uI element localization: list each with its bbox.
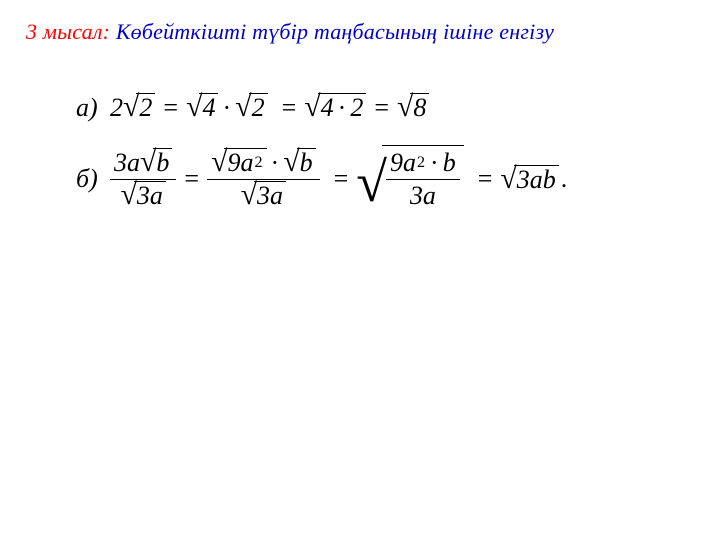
heading-label: 3 мысал: <box>26 19 110 44</box>
equation-label: а) <box>76 93 110 123</box>
multiply-dot: · <box>267 149 284 178</box>
denominator: 3a <box>406 180 440 212</box>
term: 3ab . <box>500 164 567 194</box>
radicand: 9a2 <box>224 148 266 178</box>
equals-sign: = <box>155 93 186 123</box>
sqrt: 3ab <box>500 165 558 195</box>
radicand: 4 <box>199 93 218 123</box>
equations-block: а) 2 2 = 4 · 2 = <box>76 93 694 215</box>
fraction: 3a b 3a <box>110 147 176 212</box>
radicand: 8 <box>410 93 429 123</box>
radicand: b <box>153 148 172 178</box>
multiply-dot: · <box>426 149 443 178</box>
equation-row-b: б) 3a b 3a = <box>76 145 694 215</box>
sqrt: 9a2 <box>211 148 266 178</box>
numerator: 3a b <box>110 147 176 179</box>
heading-text: Көбейткішті түбір таңбасының ішіне енгіз… <box>116 19 554 44</box>
denominator: 3a <box>237 180 290 212</box>
multiply-dot: · <box>218 93 235 123</box>
sqrt: 3a <box>121 181 166 211</box>
equals-sign: = <box>176 164 207 194</box>
sqrt: 2 <box>235 93 267 123</box>
numerator: 9a2 · b <box>207 147 320 179</box>
slide: 3 мысал: Көбейткішті түбір таңбасының іш… <box>0 0 720 540</box>
term: 8 <box>397 93 429 123</box>
sqrt: b <box>283 148 315 178</box>
radicand: b <box>297 148 316 178</box>
term: 4 · 2 <box>186 93 267 123</box>
full-stop: . <box>561 164 568 194</box>
equals-sign: = <box>268 93 305 123</box>
equation-row-a: а) 2 2 = 4 · 2 = <box>76 93 694 123</box>
equation-math: 3a b 3a = 9a2 · <box>110 145 567 215</box>
radicand: 4·2 <box>318 93 367 123</box>
sqrt: 3a <box>241 181 286 211</box>
radicand: 2 <box>249 93 268 123</box>
radicand: 9a2·b 3a <box>382 145 464 215</box>
denominator: 3a <box>117 180 170 212</box>
term: 4·2 <box>304 93 366 123</box>
radicand: 3a <box>134 181 166 211</box>
term: 9a2·b 3a <box>356 145 463 215</box>
sqrt: 4 <box>186 93 218 123</box>
term: 3a b 3a <box>110 147 176 212</box>
equals-sign: = <box>366 93 397 123</box>
slide-heading: 3 мысал: Көбейткішті түбір таңбасының іш… <box>26 18 694 47</box>
coefficient: 2 <box>110 93 123 123</box>
equals-sign: = <box>464 164 501 194</box>
radicand: 3ab <box>514 165 559 195</box>
equation-label: б) <box>76 164 110 194</box>
multiply-dot: · <box>334 94 351 123</box>
sqrt: 2 <box>123 93 155 123</box>
radicand: 2 <box>136 93 155 123</box>
fraction: 9a2·b 3a <box>386 148 460 213</box>
fraction: 9a2 · b 3a <box>207 147 320 212</box>
radicand: 3a <box>254 181 286 211</box>
numerator: 9a2·b <box>386 148 460 180</box>
equation-math: 2 2 = 4 · 2 = 4·2 <box>110 93 429 123</box>
sqrt: b <box>140 148 172 178</box>
equals-sign: = <box>320 164 357 194</box>
sqrt: 8 <box>397 93 429 123</box>
term: 2 2 <box>110 93 155 123</box>
sqrt: 9a2·b 3a <box>356 145 463 215</box>
term: 9a2 · b 3a <box>207 147 320 212</box>
sqrt: 4·2 <box>304 93 366 123</box>
